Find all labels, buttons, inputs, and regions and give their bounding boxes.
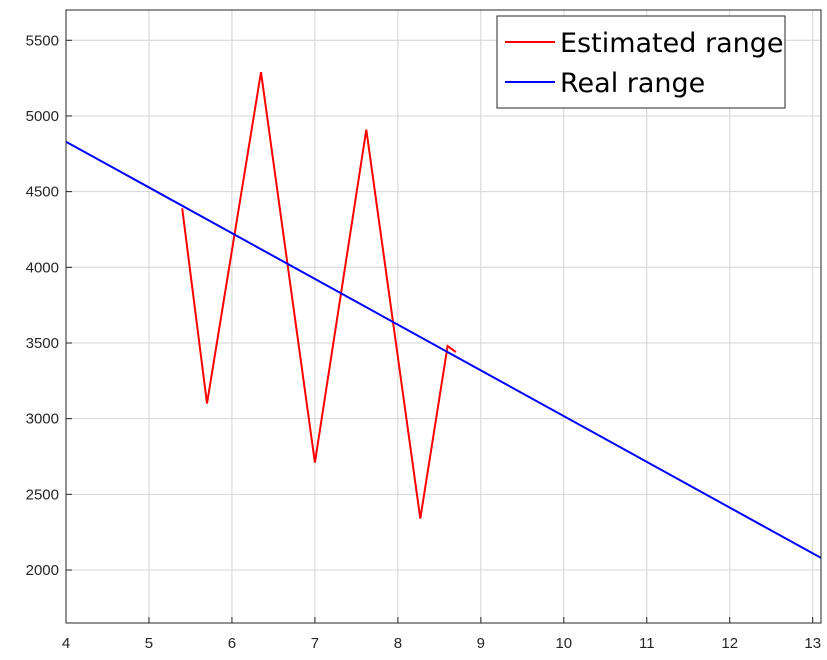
y-tick-label: 2000 xyxy=(26,562,59,579)
x-tick-label: 6 xyxy=(228,635,236,652)
legend-label-estimated-range: Estimated range xyxy=(560,28,784,59)
x-tick-label: 9 xyxy=(477,635,485,652)
legend-label-real-range: Real range xyxy=(560,68,705,99)
series-layer xyxy=(65,71,822,559)
x-tick-label: 10 xyxy=(555,635,572,652)
plot-frame xyxy=(65,9,822,624)
legend: Estimated range Real range xyxy=(496,15,786,109)
y-tick-label: 4000 xyxy=(26,259,59,276)
x-tick-label: 7 xyxy=(311,635,319,652)
x-tick-label: 12 xyxy=(721,635,738,652)
grid-lines xyxy=(65,10,821,623)
legend-box xyxy=(496,15,786,109)
x-tick-label: 13 xyxy=(804,635,821,652)
series-line-estimated-range xyxy=(181,71,457,519)
plot-area xyxy=(66,10,821,623)
y-tick-label: 2500 xyxy=(26,486,59,503)
x-tick-label: 8 xyxy=(394,635,402,652)
y-tick-label: 3500 xyxy=(26,335,59,352)
y-tick-label: 3000 xyxy=(26,411,59,428)
y-tick-label: 5000 xyxy=(26,108,59,125)
x-tick-label: 4 xyxy=(62,635,70,652)
series-line-real-range xyxy=(65,140,822,559)
x-tick-label: 5 xyxy=(145,635,153,652)
axis-ticks: 4 5 6 7 8 9 10 11 12 13 2000 2500 3000 3500 4000 4500 50… xyxy=(26,32,821,652)
x-tick-label: 11 xyxy=(639,635,655,652)
y-tick-label: 4500 xyxy=(26,184,59,201)
y-tick-label: 5500 xyxy=(26,32,59,49)
